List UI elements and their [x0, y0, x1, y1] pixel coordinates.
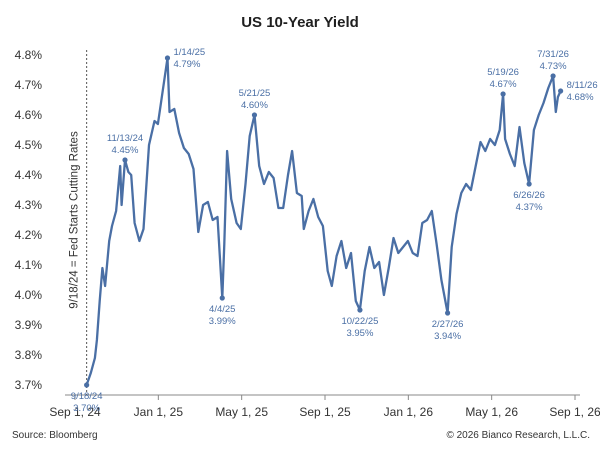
chart-title: US 10-Year Yield — [241, 14, 359, 31]
y-tick-label: 4.8% — [15, 48, 43, 62]
annotation-value: 3.99% — [209, 316, 236, 327]
footer-source: Source: Bloomberg — [12, 430, 98, 441]
annotation-marker — [558, 88, 564, 94]
point-annotations: 9/18/243.70% 11/13/244.45% 1/14/254.79% 4/4… — [71, 47, 598, 414]
annotation-marker — [500, 91, 506, 97]
x-tick-label: Sep 1, 24 — [49, 405, 101, 419]
annotation-date: 4/4/25 — [209, 304, 235, 315]
annotation-value: 4.37% — [516, 202, 543, 213]
annotation-value: 4.73% — [540, 61, 567, 72]
yield-series-line — [85, 56, 562, 387]
annotation-date: 5/21/25 — [239, 88, 271, 99]
x-tick-label: Jan 1, 25 — [134, 405, 184, 419]
annotation-marker — [445, 310, 451, 316]
y-axis-ticks: 3.7% 3.8% 3.9% 4.0% 4.1% 4.2% 4.3% 4.4% 4.5% 4.6%… — [15, 48, 43, 392]
y-tick-label: 3.9% — [15, 318, 43, 332]
x-tick-label: May 1, 25 — [215, 405, 268, 419]
y-tick-label: 4.0% — [15, 288, 43, 302]
annotation-date: 10/22/25 — [341, 316, 378, 327]
annotation-marker — [357, 307, 363, 313]
x-axis-ticks: Sep 1, 24 Jan 1, 25 May 1, 25 Sep 1, 25 Jan … — [49, 395, 600, 419]
annotation-value: 4.67% — [490, 79, 517, 90]
annotation-value: 4.60% — [241, 100, 268, 111]
annotation-marker — [550, 73, 556, 79]
y-tick-label: 4.7% — [15, 78, 43, 92]
annotation-marker — [219, 295, 225, 301]
y-tick-label: 3.8% — [15, 348, 43, 362]
annotation-date: 1/14/25 — [173, 47, 205, 58]
fed-cut-marker-label: 9/18/24 = Fed Starts Cutting Rates — [69, 131, 81, 309]
annotation-value: 3.94% — [434, 331, 461, 342]
y-tick-label: 4.6% — [15, 108, 43, 122]
x-tick-label: May 1, 26 — [465, 405, 518, 419]
annotation-value: 3.95% — [346, 328, 373, 339]
y-tick-label: 3.7% — [15, 378, 43, 392]
y-tick-label: 4.4% — [15, 168, 43, 182]
annotation-date: 8/11/26 — [567, 80, 598, 91]
footer-copyright: © 2026 Bianco Research, L.L.C. — [446, 430, 590, 441]
annotation-value: 3.70% — [73, 403, 100, 414]
annotation-date: 9/18/24 — [71, 391, 103, 402]
y-tick-label: 4.1% — [15, 258, 43, 272]
annotation-value: 4.68% — [567, 92, 594, 103]
annotation-marker — [84, 382, 90, 388]
annotation-marker — [122, 157, 128, 163]
annotation-date: 7/31/26 — [537, 49, 569, 60]
y-tick-label: 4.5% — [15, 138, 43, 152]
annotation-marker — [164, 55, 171, 61]
annotation-date: 2/27/26 — [432, 319, 464, 330]
annotation-value: 4.79% — [173, 59, 200, 70]
annotation-date: 5/19/26 — [487, 67, 519, 78]
annotation-value: 4.45% — [112, 145, 139, 156]
annotation-date: 11/13/24 — [107, 133, 143, 144]
x-tick-label: Sep 1, 26 — [549, 405, 600, 419]
annotation-marker — [251, 112, 258, 118]
x-tick-label: Jan 1, 26 — [384, 405, 434, 419]
annotation-date: 6/26/26 — [513, 190, 545, 201]
x-tick-label: Sep 1, 25 — [299, 405, 351, 419]
y-tick-label: 4.2% — [15, 228, 43, 242]
annotation-marker — [526, 181, 532, 187]
y-tick-label: 4.3% — [15, 198, 43, 212]
